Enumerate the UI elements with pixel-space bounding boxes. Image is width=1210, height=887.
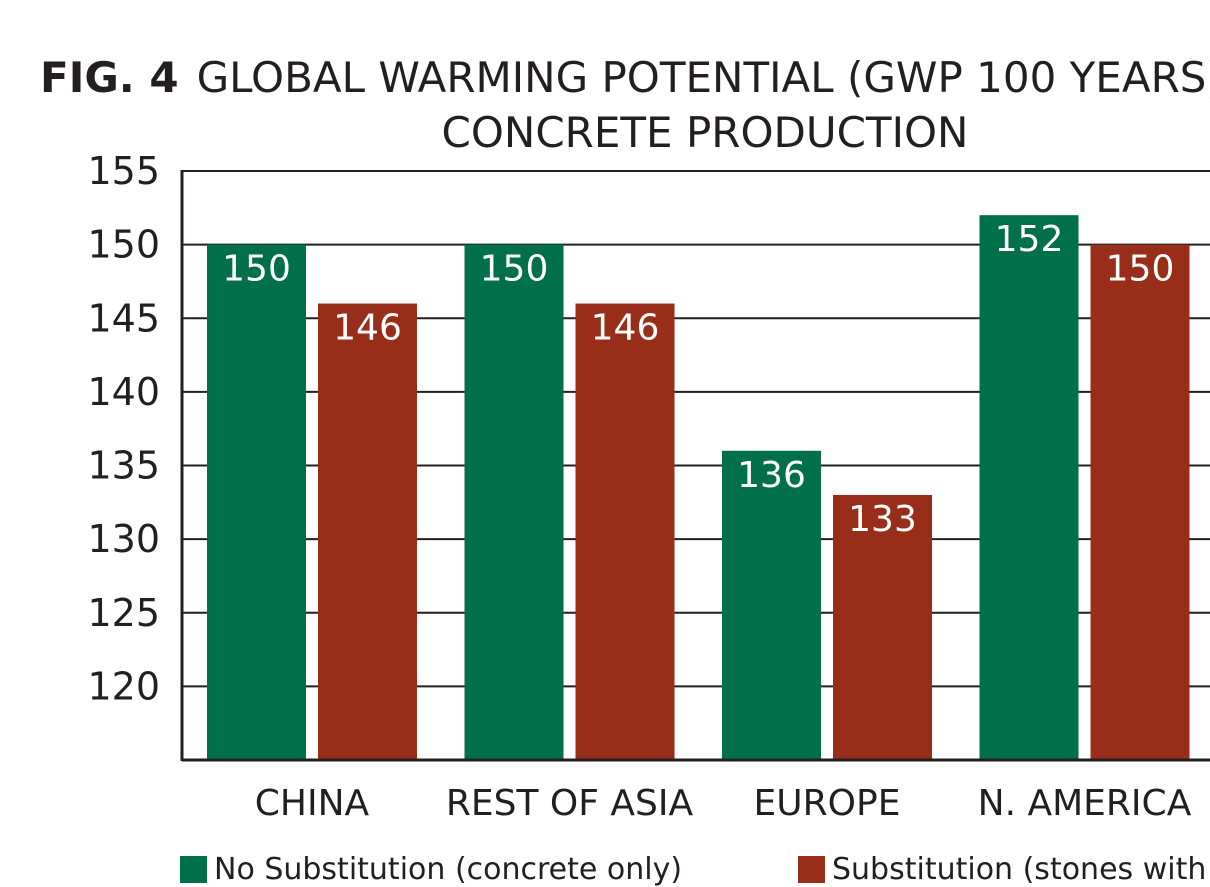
legend-label-no-substitution: No Substitution (concrete only) [214, 852, 683, 887]
bar-rest-of-asia-no-substitution [464, 244, 564, 760]
chart-title-line-2: CONCRETE PRODUCTION [441, 108, 969, 157]
axes [180, 170, 1210, 762]
chart-title-line-1: FIG. 4 GLOBAL WARMING POTENTIAL (GWP 100 … [40, 52, 1210, 104]
bar-europe-no-substitution [722, 450, 821, 760]
bar-n-america-no-substitution [979, 215, 1079, 761]
data-label-china-substitution: 146 [333, 308, 402, 349]
bar-rest-of-asia-substitution [575, 303, 675, 760]
y-tick-label-150: 150 [87, 223, 160, 267]
y-tick-label-135: 135 [87, 444, 160, 488]
data-label-n-america-no-substitution: 152 [995, 219, 1064, 260]
legend-item-no-substitution: No Substitution (concrete only) [180, 852, 682, 887]
x-category-label-china: CHINA [255, 783, 370, 824]
data-label-europe-substitution: 133 [848, 499, 917, 540]
figure-label: FIG. 4 [40, 53, 179, 102]
y-tick-label-145: 145 [87, 296, 160, 340]
labels: 155 150 145 140 135 130 125 120 150 146 CHINA 150 14… [87, 149, 1191, 824]
chart-title-text: GLOBAL WARMING POTENTIAL (GWP 100 YEARS)… [196, 53, 1210, 102]
data-label-china-no-substitution: 150 [222, 249, 291, 290]
legend-item-substitution: Substitution (stones with [798, 852, 1206, 887]
legend: No Substitution (concrete only) Substitu… [0, 850, 1210, 887]
bars [207, 215, 1190, 761]
y-tick-label-140: 140 [87, 370, 160, 414]
data-label-rest-of-asia-substitution: 146 [591, 308, 660, 349]
data-label-n-america-substitution: 150 [1106, 249, 1175, 290]
y-tick-label-125: 125 [87, 591, 160, 635]
y-tick-label-130: 130 [87, 517, 160, 561]
legend-label-substitution: Substitution (stones with [832, 852, 1207, 887]
y-tick-label-120: 120 [87, 664, 160, 708]
y-tick-label-155: 155 [87, 149, 160, 193]
data-label-europe-no-substitution: 136 [737, 455, 806, 496]
bar-europe-substitution [833, 494, 932, 760]
bar-china-no-substitution [207, 244, 306, 760]
bar-n-america-substitution [1090, 244, 1190, 760]
x-category-label-n-america: N. AMERICA [978, 783, 1192, 824]
x-category-label-europe: EUROPE [754, 783, 901, 824]
bar-china-substitution [318, 303, 417, 760]
x-category-label-rest-of-asia: REST OF ASIA [446, 783, 694, 824]
data-label-rest-of-asia-no-substitution: 150 [480, 249, 549, 290]
